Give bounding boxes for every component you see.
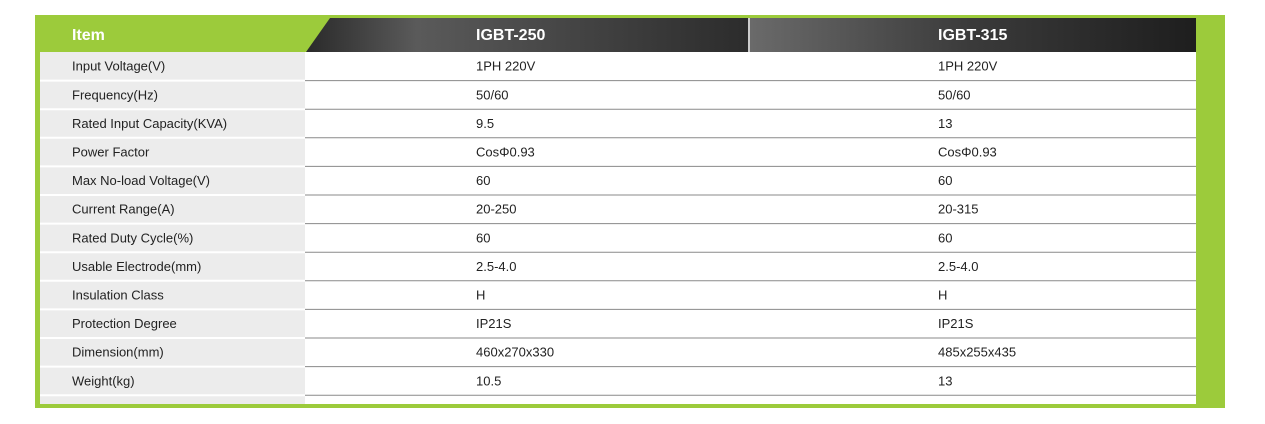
header-cell: [750, 18, 1196, 52]
cell-text: 485x255x435: [938, 345, 1016, 360]
cell-text: Current Range(A): [72, 202, 175, 217]
cell-text: Input Voltage(V): [72, 59, 165, 74]
header-text: Item: [72, 27, 105, 44]
cell-text: H: [938, 288, 947, 303]
cell-text: IP21S: [476, 316, 512, 331]
cell-text: Power Factor: [72, 145, 150, 160]
cell-text: Usable Electrode(mm): [72, 259, 201, 274]
cell-text: IP21S: [938, 316, 974, 331]
cell-text: 60: [938, 173, 952, 188]
cell-text: 60: [476, 173, 490, 188]
header-text: IGBT-250: [476, 27, 545, 44]
cell-text: 10.5: [476, 373, 501, 388]
cell-text: 50/60: [938, 87, 971, 102]
cell-text: 50/60: [476, 87, 509, 102]
cell-text: 1PH 220V: [476, 59, 536, 74]
cell-text: H: [476, 288, 485, 303]
cell-text: Insulation Class: [72, 288, 164, 303]
cell-text: 20-315: [938, 202, 978, 217]
cell-text: 9.5: [476, 116, 494, 131]
cell-text: 2.5-4.0: [938, 259, 978, 274]
cell-text: Protection Degree: [72, 316, 177, 331]
cell-text: CosΦ0.93: [476, 145, 535, 160]
cell-text: Dimension(mm): [72, 345, 164, 360]
cell-text: 460x270x330: [476, 345, 554, 360]
cell-text: Max No-load Voltage(V): [72, 173, 210, 188]
cell-text: 13: [938, 373, 952, 388]
cell-text: 60: [476, 230, 490, 245]
cell-text: Weight(kg): [72, 373, 135, 388]
cell-text: Rated Duty Cycle(%): [72, 230, 193, 245]
cell-text: 2.5-4.0: [476, 259, 516, 274]
cell-text: 1PH 220V: [938, 59, 998, 74]
cell-text: CosΦ0.93: [938, 145, 997, 160]
cell-text: Frequency(Hz): [72, 87, 158, 102]
cell-text: Rated Input Capacity(KVA): [72, 116, 227, 131]
cell-text: 60: [938, 230, 952, 245]
cell-text: 20-250: [476, 202, 516, 217]
label-column: [40, 52, 305, 404]
header-cell: [306, 18, 748, 52]
header-text: IGBT-315: [938, 27, 1007, 44]
cell-text: 13: [938, 116, 952, 131]
